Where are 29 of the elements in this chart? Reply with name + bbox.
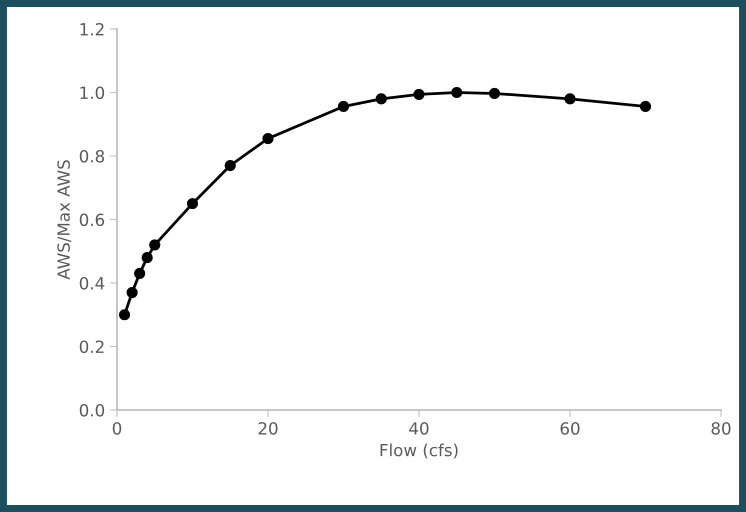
point (126, 286, 138, 298)
x-tick-label: 40 (409, 422, 428, 435)
point (376, 93, 387, 104)
y-tick-label: 0.4 (80, 276, 104, 290)
y-tick-label: 0.0 (80, 404, 104, 417)
point (118, 309, 130, 320)
y-axis-title: AWS/Max AWS (57, 160, 72, 280)
point (224, 160, 236, 172)
y-tick-label: 0.8 (80, 150, 104, 163)
point (640, 100, 652, 112)
x-tick-label: 0 (112, 422, 122, 435)
point (262, 132, 274, 144)
point (488, 88, 500, 100)
y-tick-label: 1.0 (80, 86, 104, 100)
point (564, 93, 576, 104)
x-axis-title: Flow (cfs) (380, 443, 458, 458)
point (142, 252, 153, 264)
point (338, 100, 350, 112)
y-tick-label: 0.2 (80, 340, 104, 354)
point (451, 86, 462, 98)
point (413, 88, 425, 100)
x-tick-label: 20 (258, 422, 278, 435)
x-tick-label: 80 (712, 422, 730, 435)
point (186, 198, 198, 210)
point (134, 268, 146, 280)
y-tick-label: 0.6 (80, 213, 104, 226)
y-tick-label: 1.2 (80, 22, 104, 36)
x-tick-label: 60 (560, 422, 580, 435)
point (149, 239, 160, 250)
